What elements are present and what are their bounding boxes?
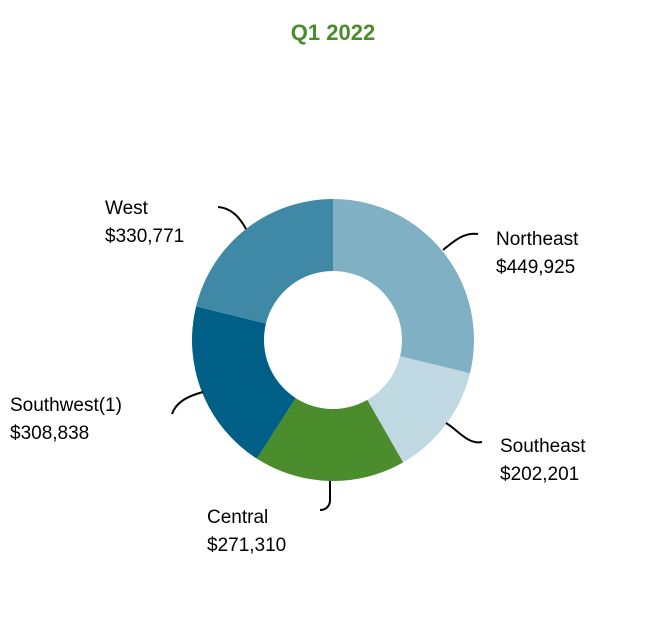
slice-label: West <box>105 198 149 219</box>
leader-line <box>445 422 483 444</box>
slice-value-label: $202,201 <box>500 464 579 485</box>
slice-value-label: $449,925 <box>496 257 575 278</box>
chart-title: Q1 2022 <box>291 20 375 45</box>
labels: Northeast $449,925 Southeast $202,201 Centra… <box>10 198 586 556</box>
slice-label: Northeast <box>496 229 579 250</box>
slice-value-label: $330,771 <box>105 226 184 247</box>
slice-label: Central <box>207 507 268 528</box>
slice-value-label: $271,310 <box>207 535 286 556</box>
slice-label: Southeast <box>500 436 586 457</box>
slice-label: Southwest(1) <box>10 395 122 416</box>
leader-line <box>217 206 247 230</box>
leader-line <box>171 391 204 415</box>
slice-central <box>256 398 404 481</box>
slice-west <box>196 199 333 324</box>
leader-line <box>442 232 479 251</box>
slice-southwest-1- <box>191 306 296 459</box>
slice-northeast <box>333 199 474 374</box>
leader-line <box>319 481 331 511</box>
slices <box>191 199 474 481</box>
slice-value-label: $308,838 <box>10 423 89 444</box>
slice-southeast <box>367 356 471 463</box>
